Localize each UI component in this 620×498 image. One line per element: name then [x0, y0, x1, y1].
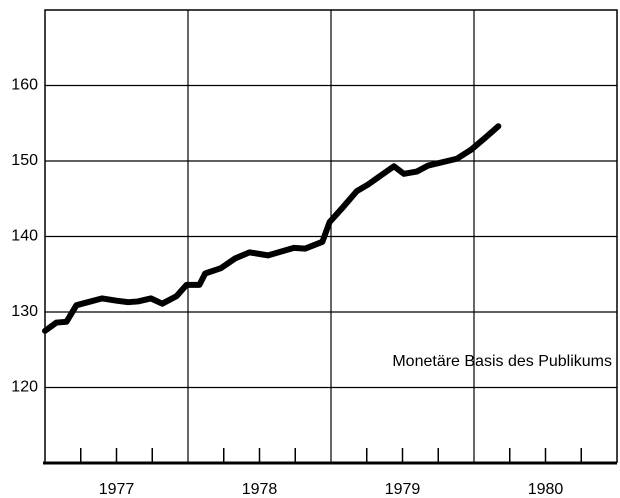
- y-tick-label: 130: [11, 303, 38, 320]
- annotation: Monetäre Basis des Publikums: [392, 353, 612, 370]
- y-tick-label: 120: [11, 379, 38, 396]
- x-tick-label: 1978: [242, 481, 278, 498]
- x-tick-label: 1980: [528, 481, 564, 498]
- x-tick-label: 1979: [385, 481, 421, 498]
- x-tick-label: 1977: [99, 481, 135, 498]
- y-tick-label: 150: [11, 152, 38, 169]
- y-tick-label: 160: [11, 77, 38, 94]
- data-line: [42, 123, 502, 334]
- y-tick-label: 140: [11, 228, 38, 245]
